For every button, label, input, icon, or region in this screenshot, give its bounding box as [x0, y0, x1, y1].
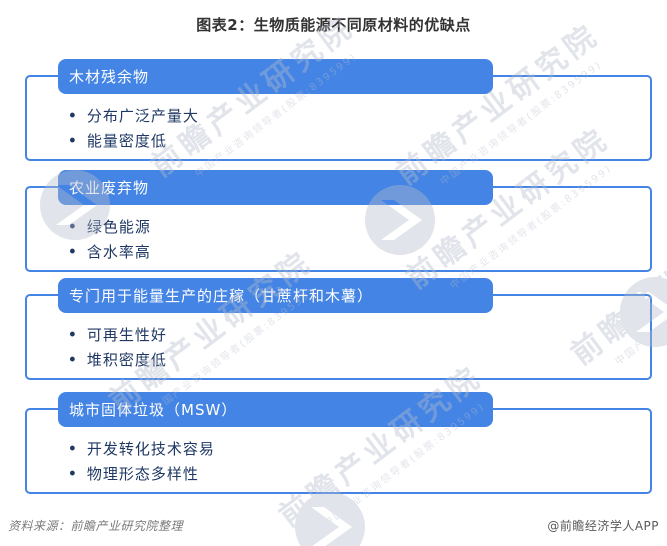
- bullet-item: 物理形态多样性: [68, 462, 640, 487]
- bullet-item: 含水率高: [68, 240, 640, 265]
- bullet-item: 能量密度低: [68, 129, 640, 154]
- section-header: 农业废弃物: [58, 170, 493, 205]
- section-header: 城市固体垃圾（MSW）: [58, 392, 493, 427]
- bullet-item: 可再生性好: [68, 323, 640, 348]
- bullet-item: 堆积密度低: [68, 348, 640, 373]
- section-header: 专门用于能量生产的庄稼（甘蔗杆和木薯）: [58, 278, 493, 313]
- bullet-item: 分布广泛产量大: [68, 104, 640, 129]
- bullet-item: 开发转化技术容易: [68, 437, 640, 462]
- data-source-label: 资料来源：前瞻产业研究院整理: [8, 519, 184, 533]
- section-energy-crops: 专门用于能量生产的庄稼（甘蔗杆和木薯） 可再生性好 堆积密度低: [25, 278, 652, 380]
- credit-label: @前瞻经济学人APP: [547, 519, 659, 533]
- section-municipal-solid-waste: 城市固体垃圾（MSW） 开发转化技术容易 物理形态多样性: [25, 392, 652, 494]
- footer: 资料来源：前瞻产业研究院整理 @前瞻经济学人APP: [8, 517, 659, 534]
- section-agricultural-waste: 农业废弃物 绿色能源 含水率高: [25, 170, 652, 272]
- bullet-item: 绿色能源: [68, 215, 640, 240]
- section-wood-residue: 木材残余物 分布广泛产量大 能量密度低: [25, 59, 652, 161]
- page-title: 图表2：生物质能源不同原材料的优缺点: [196, 16, 471, 34]
- section-header: 木材残余物: [58, 59, 493, 94]
